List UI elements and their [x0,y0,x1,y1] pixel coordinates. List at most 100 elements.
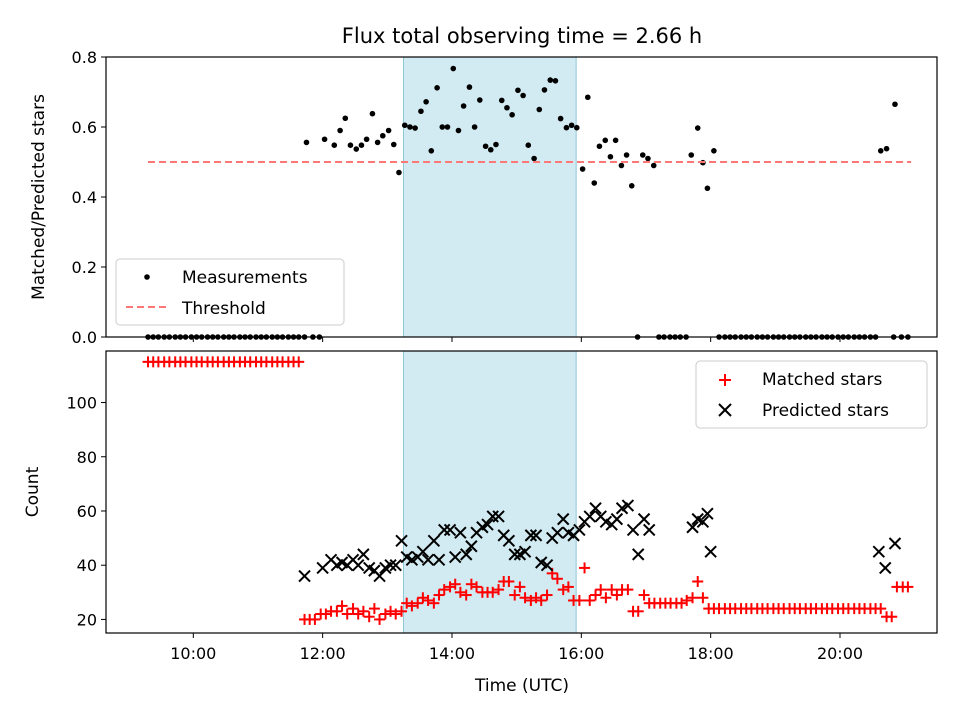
legend-marker-measurements [144,274,150,280]
measurements-point [347,142,354,148]
measurements-point [412,125,418,131]
x-tick-label: 20:00 [817,644,863,663]
top-y-axis-label: Matched/Predicted stars [29,94,49,300]
measurements-point [892,101,898,108]
predicted-stars-point [389,559,402,572]
measurements-point [628,183,635,189]
measurements-point [337,127,343,134]
y-tick-label: 0.2 [72,258,97,277]
matched-stars-point [390,608,402,620]
matched-stars-point [428,597,440,609]
predicted-stars-point [518,545,532,558]
matched-stars-point [681,594,693,606]
measurements-point [444,124,451,130]
measurements-point [531,155,537,162]
legend-label-measurements: Measurements [182,268,308,288]
measurements-point [401,122,408,129]
measurements-point [482,143,489,150]
measurements-point [374,139,381,146]
measurements-point [711,148,717,154]
measurements-point [694,125,701,131]
chart-title: Flux total observing time = 2.66 h [342,24,702,48]
predicted-stars-point [529,529,543,542]
matched-stars-point [471,581,483,593]
matched-stars-point [379,608,391,620]
matched-stars-point [579,562,591,574]
predicted-stars-point [384,559,397,572]
matched-stars-point [595,584,607,596]
matched-stars-point [385,605,397,617]
measurements-point [520,92,526,99]
predicted-stars-point [449,550,462,564]
predicted-stars-point [872,545,886,558]
matched-stars-point [676,597,688,609]
matched-stars-point [347,603,359,615]
matched-stars-point [320,608,332,620]
measurements-point [342,115,349,122]
matched-stars-point [551,573,563,585]
matched-stars-point [412,597,424,609]
measurements-point [607,153,614,160]
measurements-point [487,146,494,153]
y-tick-label: 80 [77,448,97,467]
y-tick-label: 40 [77,556,97,575]
predicted-stars-point [626,523,640,537]
matched-stars-point [336,600,348,612]
predicted-stars-point [583,510,596,523]
x-tick-label: 12:00 [300,644,346,663]
measurements-point [407,124,413,130]
predicted-stars-point [557,512,570,526]
measurements-point [471,124,478,130]
matched-stars-point [341,608,353,620]
measurements-point [418,108,424,115]
legend-marker-matched-stars [719,374,731,386]
matched-stars-point [622,584,634,596]
predicted-stars-point [589,502,602,515]
y-tick-label: 0.6 [72,118,97,137]
measurements-point [476,97,483,103]
y-tick-label: 100 [66,394,97,413]
matched-stars-point [406,600,418,612]
predicted-stars-point [888,537,902,550]
matched-stars-point [611,589,623,601]
measurements-point [541,87,548,93]
measurements-point [704,185,711,192]
matched-stars-point [519,592,531,604]
predicted-stars-point [486,510,499,523]
measurements-point [650,162,657,169]
matched-stars-point [692,575,704,587]
highlighted-time-window [402,56,577,338]
predicted-stars-point [573,523,586,537]
predicted-stars-point [508,548,521,561]
measurements-point [460,103,467,109]
measurements-point [385,127,392,134]
matched-stars-point [460,589,472,601]
matched-stars-point [590,589,602,601]
predicted-stars-point [610,512,624,526]
predicted-stars-point [632,548,645,561]
measurements-point [515,87,521,94]
predicted-stars-point [352,559,365,572]
measurements-point [423,99,429,105]
measurements-point [536,106,543,113]
measurements-point [450,65,457,72]
bottom-y-axis-label: Count [23,466,43,517]
matched-stars-point [535,594,547,606]
legend-marker-predicted-stars [718,403,732,417]
predicted-stars-point [701,507,714,520]
measurements-point [579,166,586,172]
matched-stars-point [331,605,343,617]
matched-stars-point [514,581,526,593]
measurements-point [321,136,328,143]
measurements-point [509,111,515,118]
matched-stars-point [638,589,650,601]
matched-stars-point [293,356,305,368]
measurements-point [547,77,554,83]
matched-stars-point [584,594,596,606]
predicted-stars-point [357,548,370,561]
matched-stars-point [493,584,505,596]
measurements-point [557,115,564,122]
x-tick-label: 14:00 [429,644,475,663]
matched-stars-point [422,594,434,606]
measurements-point [353,146,360,152]
